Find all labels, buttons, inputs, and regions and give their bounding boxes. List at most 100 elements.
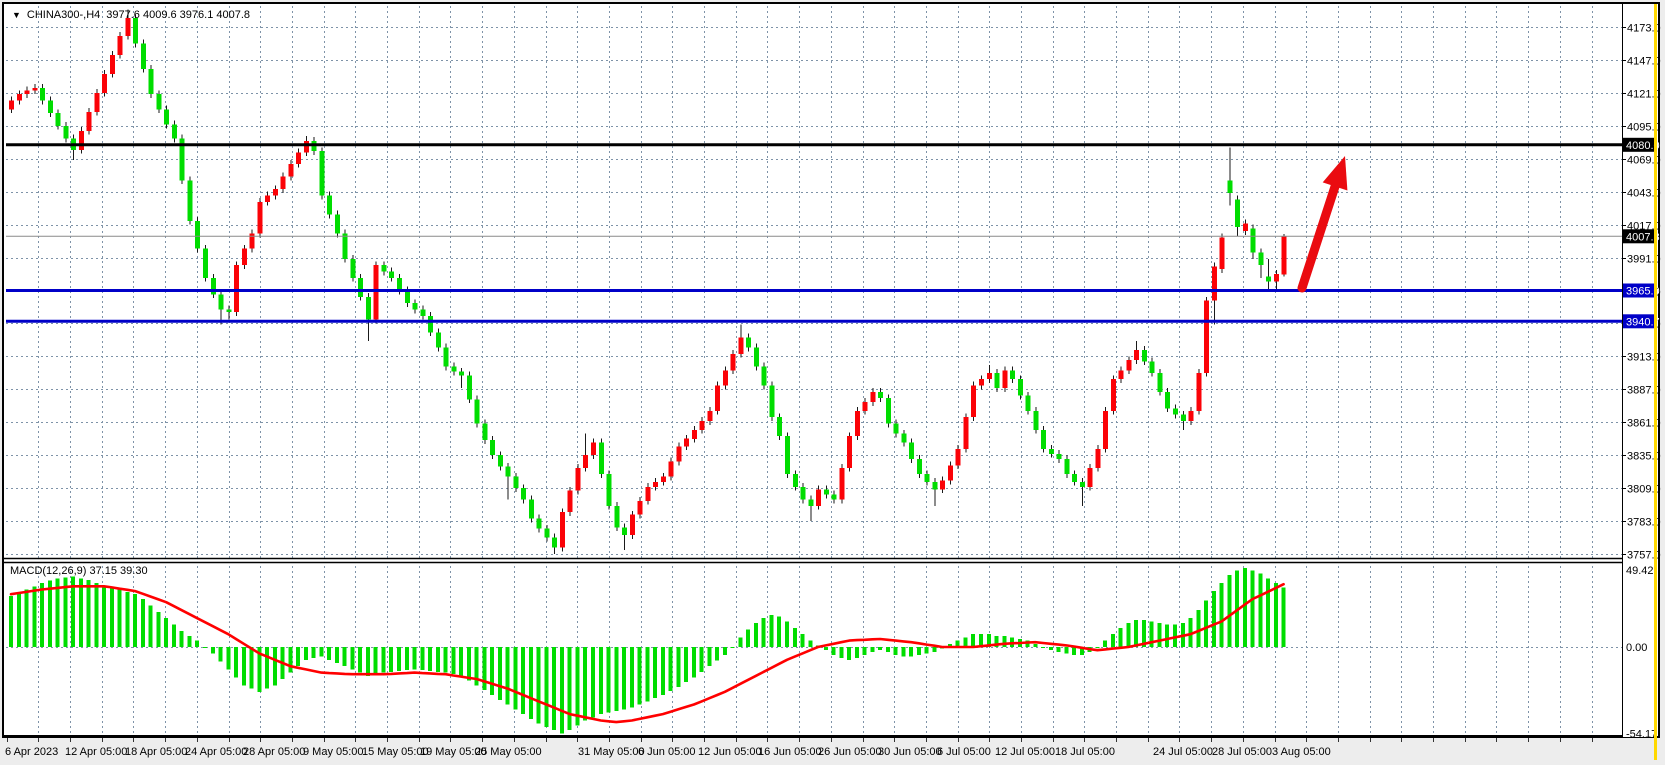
candle-bull	[280, 176, 286, 190]
candle-bear	[823, 489, 829, 495]
candle-bear	[1227, 180, 1233, 193]
candle-bear	[148, 68, 154, 95]
macd-bar	[560, 647, 564, 734]
macd-bar	[1165, 624, 1170, 647]
macd-bar	[1149, 621, 1154, 647]
macd-bar	[311, 647, 316, 659]
candle-bear	[513, 476, 519, 489]
candle-bear	[451, 366, 457, 372]
macd-bar	[932, 647, 937, 652]
macd-bar	[567, 647, 572, 731]
trend-arrow-annotation[interactable]	[1297, 156, 1348, 293]
macd-bar	[606, 647, 611, 713]
macd-bar	[117, 589, 122, 647]
candle-bear	[210, 277, 216, 295]
candle-bear	[420, 309, 426, 316]
macd-bar	[257, 647, 262, 692]
candle-bear	[1258, 252, 1264, 266]
level-3940.7-label: 3940.7	[1626, 316, 1660, 328]
price-tick-label: 3783.0	[1627, 517, 1661, 529]
macd-bar	[963, 637, 968, 647]
macd-bar	[179, 631, 184, 647]
price-tick-label: 4043.0	[1627, 188, 1661, 200]
macd-bar	[1103, 640, 1108, 647]
macd-bar	[265, 647, 270, 689]
candle-bear	[528, 499, 534, 519]
macd-bar	[389, 647, 394, 672]
candle-bull	[1087, 467, 1093, 487]
candle-bull	[684, 438, 690, 447]
macd-bar	[552, 647, 557, 731]
price-tick-label: 3809.0	[1627, 484, 1661, 496]
candle-bear	[1025, 395, 1031, 411]
macd-bar	[1196, 610, 1201, 647]
macd-bar	[653, 647, 658, 699]
price-scale[interactable]	[1622, 4, 1654, 737]
macd-bar	[924, 647, 929, 654]
macd-bar	[226, 647, 231, 670]
candle-bear	[435, 332, 441, 348]
candle-bull	[9, 100, 14, 110]
macd-bar	[140, 599, 145, 647]
macd-bar	[148, 605, 153, 647]
macd-bar	[1095, 647, 1100, 648]
candle-bull	[847, 436, 853, 468]
macd-bar	[428, 647, 432, 671]
macd-bar	[715, 647, 720, 661]
candle-bear	[792, 474, 798, 487]
candle-bear	[350, 258, 356, 278]
candle-bull	[373, 265, 379, 320]
macd-bar	[490, 647, 495, 695]
macd-bar	[16, 592, 21, 647]
candle-bear	[1235, 199, 1241, 228]
macd-bar	[1173, 624, 1177, 647]
candle-bear	[521, 488, 527, 500]
macd-bar	[591, 647, 595, 718]
candle-bull	[1103, 410, 1109, 449]
macd-bar	[544, 647, 549, 727]
time-tick-label: 30 Jun 05:00	[878, 746, 942, 758]
chart-plot-area[interactable]	[6, 6, 1622, 557]
candle-bull	[971, 385, 977, 418]
candle-bull	[1118, 370, 1124, 380]
candle-bear	[1250, 228, 1256, 253]
candle-bear	[466, 375, 472, 400]
candle-bull	[1126, 360, 1132, 371]
candle-bull	[722, 370, 728, 386]
panel-separator[interactable]	[4, 558, 1622, 563]
chart-menu-icon[interactable]: ▼	[12, 9, 21, 20]
macd-bar	[63, 577, 68, 647]
macd-bar	[598, 647, 603, 715]
macd-bar	[102, 586, 107, 647]
candle-bull	[668, 461, 674, 477]
macd-bar	[435, 647, 440, 672]
macd-bar	[986, 634, 991, 647]
time-tick-label: 6 Jul 05:00	[937, 746, 991, 758]
candle-bear	[404, 290, 410, 304]
candle-bull	[296, 152, 302, 164]
candle-bull	[629, 514, 635, 535]
macd-bar	[1266, 578, 1271, 647]
candle-bear	[808, 499, 814, 506]
candle-bear	[172, 124, 177, 139]
macd-bar	[668, 647, 673, 691]
candle-bull	[249, 233, 255, 249]
candle-bull	[738, 337, 744, 354]
candle-bull	[1002, 370, 1008, 388]
candle-bear	[1079, 481, 1085, 487]
candlesticks	[9, 9, 1287, 554]
macd-bar	[513, 647, 518, 710]
level-3965.0-box	[1623, 283, 1657, 298]
macd-bar	[885, 647, 890, 652]
candle-bear	[893, 423, 899, 434]
candle-bear	[397, 277, 402, 291]
candle-bull	[1095, 448, 1101, 468]
macd-bar	[420, 647, 425, 671]
price-tick-label: 4147.0	[1627, 56, 1661, 68]
macd-bar	[645, 647, 650, 702]
price-tick-label: 3887.0	[1627, 385, 1661, 397]
macd-bar	[272, 647, 277, 686]
price-tick-label: 3991.0	[1627, 254, 1661, 266]
